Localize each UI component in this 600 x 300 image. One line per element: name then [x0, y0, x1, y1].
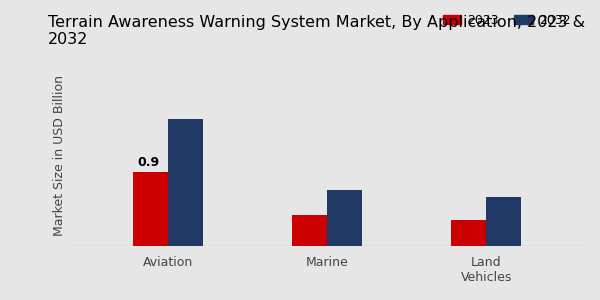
Bar: [292, 215, 327, 246]
Bar: [451, 220, 487, 246]
Text: Terrain Awareness Warning System Market, By Application, 2023 & 2032: Terrain Awareness Warning System Market,…: [48, 15, 585, 47]
Bar: [133, 172, 167, 246]
Y-axis label: Market Size in USD Billion: Market Size in USD Billion: [53, 76, 67, 236]
Bar: [327, 190, 362, 246]
Text: 0.9: 0.9: [137, 156, 160, 169]
Bar: [167, 119, 203, 246]
Legend: 2023, 2032: 2023, 2032: [437, 9, 576, 32]
Bar: [487, 197, 521, 246]
